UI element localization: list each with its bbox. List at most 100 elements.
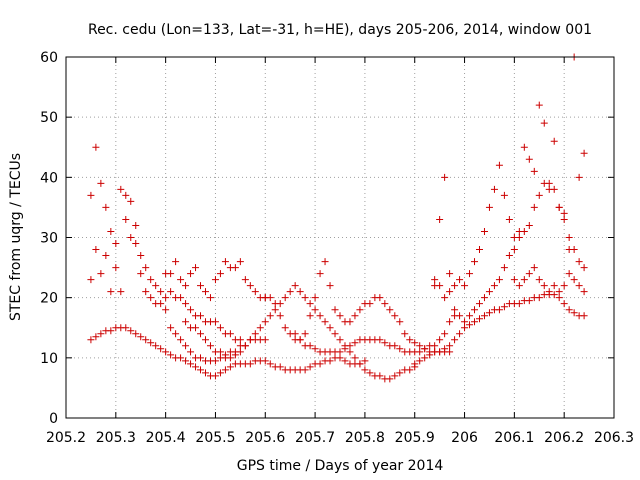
data-point-sat-j [475, 246, 483, 254]
data-point-sat-i [451, 306, 459, 314]
data-point-sat-g [296, 336, 304, 344]
plot-frame [65, 56, 615, 419]
data-point-sat-e [241, 342, 249, 350]
y-tick-label: 30 [40, 231, 58, 247]
data-point-sat-g [311, 345, 319, 353]
y-tick-label: 0 [49, 411, 58, 427]
data-point-sat-b [137, 270, 145, 278]
data-point-sat-f [376, 294, 384, 302]
data-point-sat-k [570, 276, 578, 284]
data-point-sat-e [311, 306, 319, 314]
data-point-sat-c [211, 372, 219, 380]
data-point-sat-e [346, 348, 354, 356]
data-point-sat-e [331, 330, 339, 338]
data-point-sat-k [515, 282, 523, 290]
data-point-sat-j [471, 258, 479, 266]
data-point-sat-c [157, 345, 165, 353]
data-point-sat-h [451, 336, 459, 344]
data-point-sat-f [316, 270, 324, 278]
data-point-sat-c [326, 357, 334, 365]
data-point-sat-g [336, 348, 344, 356]
data-point-sat-i [505, 252, 513, 260]
data-point-sat-c [276, 363, 284, 371]
data-point-sat-i [490, 282, 498, 290]
data-point-sat-j [535, 101, 543, 109]
data-point-sat-c [341, 357, 349, 365]
data-point-sat-j [446, 270, 454, 278]
data-point-sat-c [92, 333, 100, 341]
data-point-sat-f [416, 342, 424, 350]
data-point-sat-h [475, 315, 483, 323]
data-point-sat-a [147, 276, 155, 284]
data-point-sat-j [520, 143, 528, 151]
data-point-sat-f [281, 324, 289, 332]
x-tick-label: 205.4 [146, 430, 186, 446]
data-point-sat-f [266, 294, 274, 302]
data-point-sat-a [142, 264, 150, 272]
data-point-sat-e [301, 294, 309, 302]
x-tick-label: 205.8 [345, 430, 385, 446]
x-tick-label: 206.2 [544, 430, 584, 446]
data-point-sat-h [525, 297, 533, 305]
data-point-sat-e [396, 369, 404, 377]
data-point-sat-a [127, 197, 135, 205]
data-point-sat-e [406, 366, 414, 374]
data-point-sat-j [456, 276, 464, 284]
y-tick-label: 50 [40, 110, 58, 126]
data-point-sat-g [441, 330, 449, 338]
data-point-sat-a [162, 294, 170, 302]
data-point-sat-e [356, 360, 364, 368]
data-point-sat-b [107, 288, 115, 296]
data-point-sat-e [226, 354, 234, 362]
data-point-sat-c [182, 357, 190, 365]
data-point-sat-d [182, 282, 190, 290]
data-point-sat-c [201, 369, 209, 377]
data-point-sat-j [580, 149, 588, 157]
data-point-sat-i [466, 312, 474, 320]
data-point-sat-a [187, 306, 195, 314]
data-point-sat-e [261, 318, 269, 326]
data-point-sat-h [485, 309, 493, 317]
data-point-sat-d [177, 276, 185, 284]
data-point-sat-i [485, 288, 493, 296]
data-point-sat-a [102, 203, 110, 211]
data-point-sat-f [351, 312, 359, 320]
data-point-sat-c [142, 336, 150, 344]
data-point-sat-a [107, 227, 115, 235]
data-point-sat-a [97, 179, 105, 187]
data-point-sat-a [87, 191, 95, 199]
data-point-sat-g [436, 336, 444, 344]
x-tick-label: 205.3 [96, 430, 136, 446]
data-point-sat-e [182, 318, 190, 326]
data-point-sat-h [550, 291, 558, 299]
data-point-sat-i [471, 306, 479, 314]
y-tick-label: 40 [40, 170, 58, 186]
data-point-sat-j [540, 119, 548, 127]
data-point-sat-k [520, 276, 528, 284]
data-point-sat-k [525, 270, 533, 278]
data-point-sat-k [565, 270, 573, 278]
data-point-sat-j [555, 203, 563, 211]
data-point-sat-b [197, 354, 205, 362]
data-point-sat-j [461, 282, 469, 290]
data-point-sat-j [480, 227, 488, 235]
data-point-sat-e [296, 288, 304, 296]
y-tick-label: 10 [40, 351, 58, 367]
data-point-sat-f [411, 339, 419, 347]
data-points [87, 53, 588, 383]
x-tick-label: 205.2 [46, 430, 86, 446]
data-point-sat-a [226, 330, 234, 338]
data-point-sat-e [306, 300, 314, 308]
data-point-sat-k [530, 264, 538, 272]
data-point-sat-i [461, 318, 469, 326]
data-point-sat-f [301, 330, 309, 338]
data-point-sat-b [261, 336, 269, 344]
data-point-sat-b [92, 246, 100, 254]
data-point-sat-f [336, 312, 344, 320]
data-point-sat-e [361, 366, 369, 374]
data-point-sat-c [316, 360, 324, 368]
data-point-sat-e [251, 330, 259, 338]
data-point-sat-c [107, 327, 115, 335]
data-point-sat-e [192, 324, 200, 332]
